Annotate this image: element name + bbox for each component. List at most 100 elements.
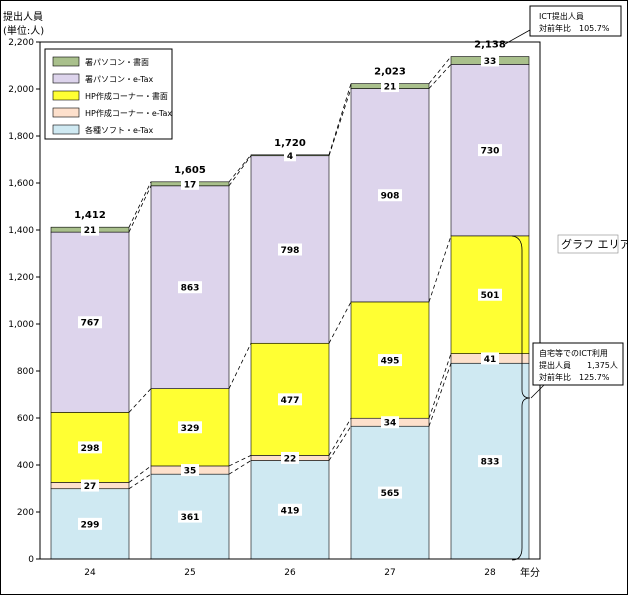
bar-segment-label: 35	[184, 467, 197, 477]
bar-total-label: 1,720	[274, 138, 306, 149]
series-connector-line	[328, 426, 352, 461]
y-tick-label: 1,000	[8, 320, 34, 330]
series-connector-line	[228, 154, 252, 183]
series-connector-line	[328, 418, 352, 456]
x-tick-label: 24	[84, 568, 96, 578]
series-connector-line	[128, 465, 152, 483]
series-connector-line	[128, 473, 152, 490]
bar-segment-label: 565	[381, 489, 400, 499]
bar-label-bg	[378, 486, 402, 499]
series-connector-line	[428, 235, 452, 303]
bar-label-bg	[478, 144, 502, 157]
legend-swatch	[52, 107, 80, 118]
series-connector-line	[428, 353, 452, 419]
bar-label-bg	[378, 189, 402, 202]
bar-label-bg	[284, 149, 296, 162]
series-connector-line	[328, 301, 352, 344]
total-label-bg	[68, 208, 112, 222]
y-tick-label: 800	[17, 367, 34, 377]
bar-label-bg	[381, 416, 399, 429]
legend-swatch	[52, 56, 80, 67]
home-ict-callout-line3: 対前年比 125.7%	[539, 372, 610, 382]
bar-segment-label: 34	[384, 419, 397, 429]
bar-total-label: 2,023	[374, 67, 406, 78]
bar-label-bg	[78, 441, 102, 454]
bar-label-bg	[278, 503, 302, 516]
bar-segment-label: 299	[81, 520, 100, 530]
y-tick-label: 0	[28, 555, 34, 565]
legend-entry-label: HP作成コーナー・e-Tax	[85, 108, 172, 118]
x-tick-label: 25	[184, 568, 195, 578]
bar-segment-label: 33	[484, 57, 497, 67]
y-tick-label: 200	[17, 508, 34, 518]
y-axis-title-line2: (単位:人)	[3, 24, 44, 37]
bar-segment-label: 730	[481, 147, 500, 157]
y-tick-label: 1,200	[8, 273, 34, 283]
y-tick-label: 1,400	[8, 226, 34, 236]
bar-segment-label: 27	[84, 482, 97, 492]
legend-swatch	[52, 90, 80, 101]
x-tick-label: 28	[484, 568, 496, 578]
bar-label-bg	[478, 455, 502, 468]
bar-segment-label: 361	[181, 513, 200, 523]
legend-entry-label: HP作成コーナー・書面	[85, 91, 168, 101]
bar-segment-label: 767	[81, 319, 100, 329]
series-connector-line	[328, 88, 352, 156]
bar-label-bg	[178, 510, 202, 523]
y-tick-label: 2,200	[8, 38, 34, 48]
legend-entry-label: 各種ソフト・e-Tax	[85, 125, 154, 135]
bar-segment-label: 495	[381, 357, 400, 367]
bar-label-bg	[481, 352, 499, 365]
total-label-bg	[268, 135, 312, 149]
series-connector-line	[228, 460, 252, 475]
bar-label-bg	[478, 288, 502, 301]
ict-callout: ICT提出人員 対前年比 105.7%	[504, 5, 622, 45]
bar-segment-label: 477	[281, 396, 300, 406]
bar-total-label: 1,605	[174, 165, 206, 176]
bar-segment-label: 833	[481, 458, 500, 468]
home-ict-callout-line2: 提出人員 1,375人	[539, 360, 618, 370]
series-connector-line	[128, 185, 152, 233]
bar-segment-label: 863	[181, 284, 200, 294]
x-tick-label: 27	[384, 568, 395, 578]
y-tick-label: 600	[17, 414, 34, 424]
bar-label-bg	[181, 177, 199, 190]
bar-label-bg	[178, 281, 202, 294]
y-tick-label: 2,000	[8, 85, 34, 95]
bar-label-bg	[278, 393, 302, 406]
bar-label-bg	[378, 354, 402, 367]
bar-segment-label: 21	[84, 226, 97, 236]
bar-total-label: 2,138	[474, 40, 506, 51]
bar-segment-label: 298	[81, 444, 100, 454]
series-connector-line	[428, 363, 452, 427]
bar-segment-label: 41	[484, 355, 497, 365]
y-axis-title-line1: 提出人員	[3, 10, 43, 23]
bar-label-bg	[278, 243, 302, 256]
total-label-bg	[368, 64, 412, 78]
series-connector-line	[228, 155, 252, 187]
total-label-bg	[468, 37, 512, 51]
bar-segment-label: 22	[284, 454, 297, 464]
x-tick-label: 26	[284, 568, 296, 578]
y-tick-label: 1,800	[8, 132, 34, 142]
bar-label-bg	[381, 80, 399, 93]
bar-segment-label: 17	[184, 180, 197, 190]
ict-callout-line2: 対前年比 105.7%	[539, 23, 610, 33]
bar-segment-label: 21	[384, 83, 397, 93]
total-label-bg	[168, 162, 212, 176]
series-connector-line	[328, 83, 352, 155]
bar-segment-label: 419	[281, 506, 300, 516]
bar-label-bg	[81, 223, 99, 236]
bar-label-bg	[78, 316, 102, 329]
legend-swatch	[52, 73, 80, 84]
series-connector-line	[428, 56, 452, 84]
series-connector-line	[428, 64, 452, 89]
x-axis-title: 年分	[520, 566, 540, 579]
home-ict-callout: 自宅等でのICT利用 提出人員 1,375人 対前年比 125.7%	[511, 235, 624, 561]
graph-area-label: グラフ エリア	[561, 237, 628, 251]
y-tick-label: 1,600	[8, 179, 34, 189]
home-ict-callout-line1: 自宅等でのICT利用	[539, 348, 608, 358]
bar-label-bg	[481, 54, 499, 67]
